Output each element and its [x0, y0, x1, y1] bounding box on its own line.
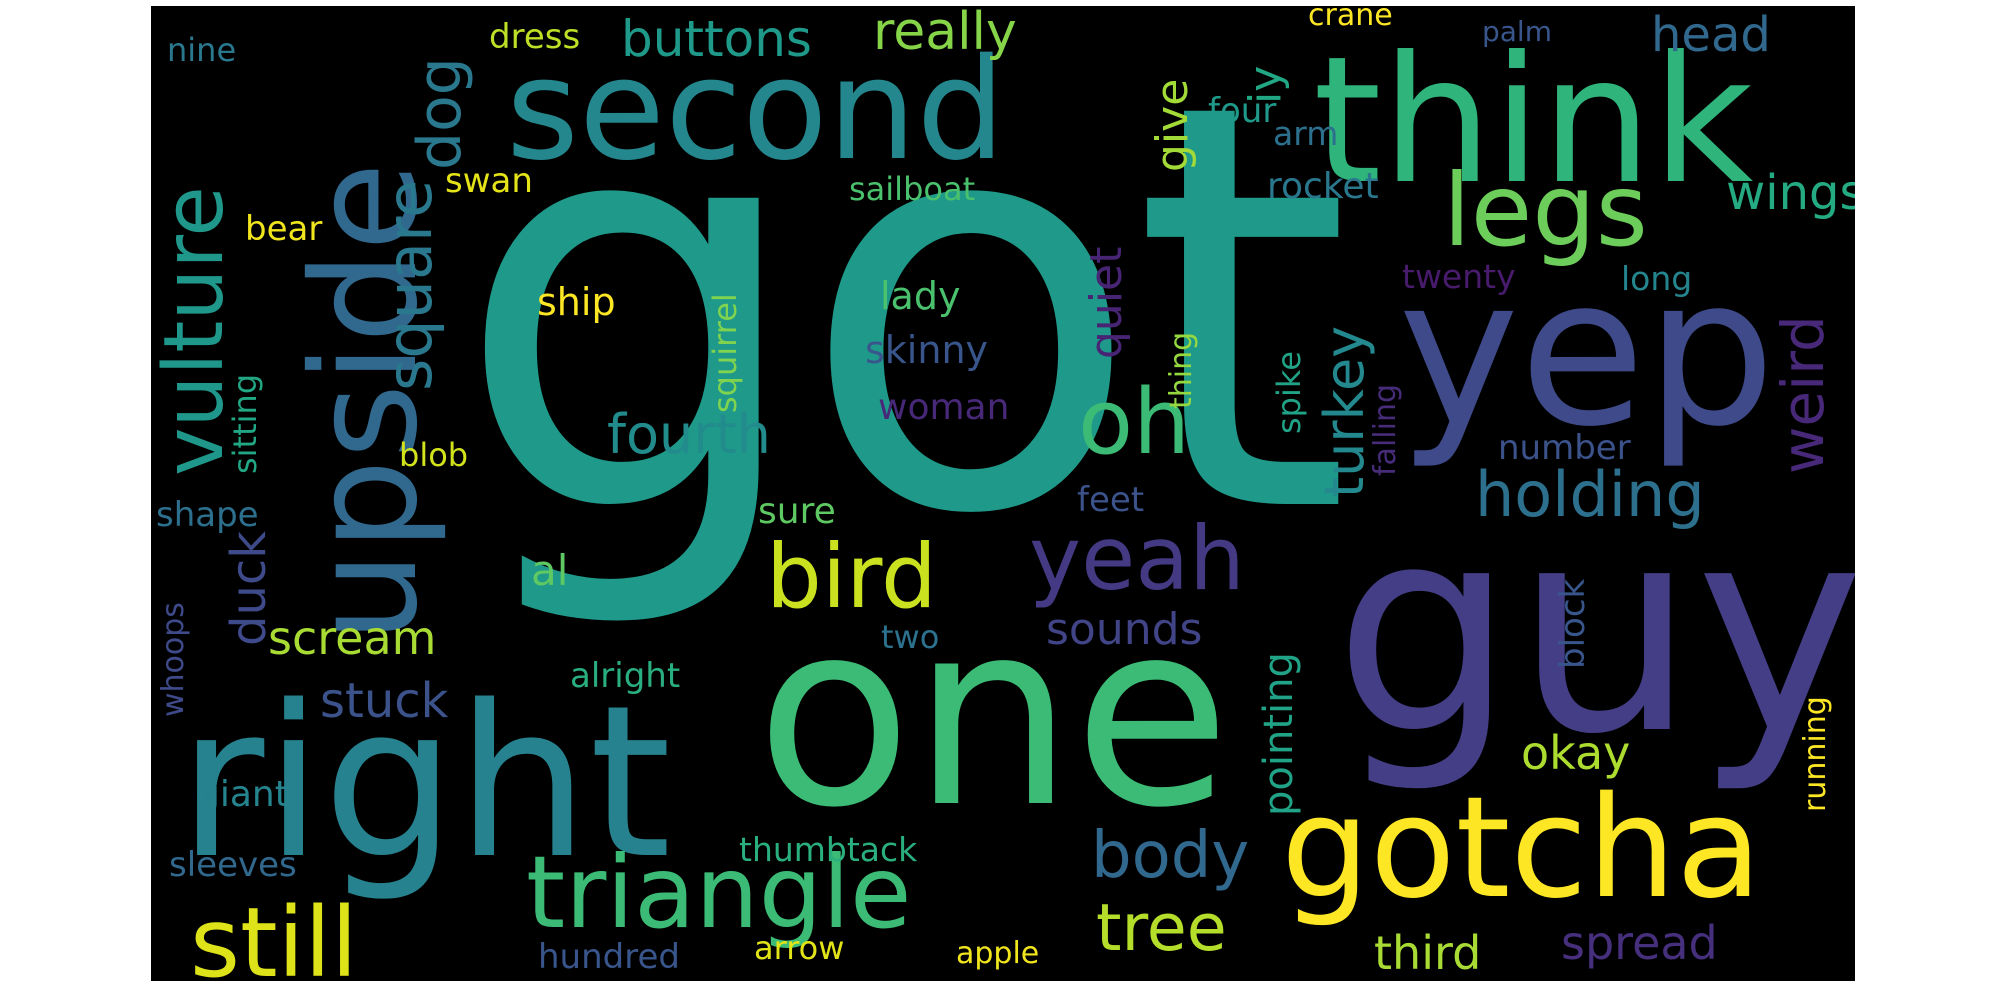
word-rocket: rocket	[1267, 166, 1379, 207]
word-al: al	[531, 546, 569, 595]
word-gotcha: gotcha	[1281, 767, 1762, 930]
word-blob: blob	[399, 436, 469, 474]
word-triangle: triangle	[526, 834, 912, 951]
word-legs: legs	[1443, 152, 1648, 269]
word-turkey: turkey	[1313, 325, 1376, 498]
word-holding: holding	[1475, 458, 1705, 531]
word-yeah: yeah	[1029, 507, 1245, 610]
word-giant: giant	[197, 774, 289, 815]
word-got: got	[454, 6, 1352, 637]
word-weird: weird	[1769, 315, 1837, 474]
word-swan: swan	[445, 161, 533, 201]
word-palm: palm	[1482, 15, 1552, 48]
word-squirrel: squirrel	[706, 293, 744, 413]
word-arrow: arrow	[754, 929, 845, 967]
word-spread: spread	[1561, 916, 1718, 970]
word-quiet: quiet	[1081, 246, 1132, 359]
word-sitting: sitting	[226, 373, 264, 474]
word-third: third	[1374, 926, 1482, 980]
word-scream: scream	[268, 611, 437, 665]
word-wings: wings	[1726, 165, 1855, 221]
word-one: one	[756, 567, 1231, 864]
word-give: give	[1147, 78, 1198, 172]
word-pointing: pointing	[1256, 652, 1302, 816]
word-vulture: vulture	[151, 186, 242, 476]
word-second: second	[506, 29, 1006, 192]
word-whoops: whoops	[156, 602, 191, 717]
word-dress: dress	[489, 17, 581, 57]
word-four: four	[1208, 91, 1277, 131]
word-block: block	[1553, 578, 1593, 669]
word-really: really	[873, 6, 1017, 62]
word-hundred: hundred	[538, 937, 680, 977]
word-falling: falling	[1368, 383, 1403, 476]
word-oh: oh	[1078, 370, 1191, 475]
word-duck: duck	[221, 530, 277, 646]
word-okay: okay	[1521, 726, 1631, 780]
word-yep: yep	[1398, 234, 1776, 472]
word-stuck: stuck	[320, 673, 449, 729]
word-arm: arm	[1273, 114, 1339, 153]
word-thumbtack: thumbtack	[739, 830, 918, 869]
word-lady: lady	[880, 274, 961, 318]
word-woman: woman	[878, 387, 1010, 428]
word-still: still	[190, 887, 358, 981]
word-body: body	[1091, 819, 1250, 893]
word-bird: bird	[766, 525, 937, 628]
word-ship: ship	[537, 280, 616, 324]
word-right: right	[178, 660, 672, 905]
word-twenty: twenty	[1402, 257, 1516, 296]
word-tree: tree	[1096, 891, 1227, 966]
word-sure: sure	[758, 491, 836, 532]
word-sounds: sounds	[1046, 604, 1203, 655]
word-sailboat: sailboat	[849, 170, 976, 208]
word-alright: alright	[570, 656, 681, 696]
word-shape: shape	[156, 495, 259, 535]
word-guy: guy	[1334, 465, 1855, 797]
word-bear: bear	[245, 209, 323, 249]
word-fourth: fourth	[607, 403, 771, 466]
word-buttons: buttons	[621, 10, 812, 68]
word-nine: nine	[167, 31, 237, 69]
word-head: head	[1651, 7, 1771, 63]
word-iy: iy	[1240, 65, 1291, 104]
word-sleeves: sleeves	[169, 845, 297, 885]
word-cloud: got one guy right think yep second upsid…	[151, 6, 1855, 981]
word-crane: crane	[1308, 6, 1393, 33]
word-thing: thing	[1164, 331, 1199, 409]
word-number: number	[1498, 428, 1631, 468]
word-running: running	[1798, 696, 1833, 812]
word-two: two	[881, 618, 940, 656]
word-skinny: skinny	[865, 328, 989, 372]
word-think: think	[1313, 20, 1754, 223]
word-apple: apple	[956, 936, 1040, 971]
word-square: square	[373, 179, 446, 391]
word-long: long	[1621, 259, 1693, 298]
word-spike: spike	[1270, 351, 1308, 434]
word-dog: dog	[405, 57, 475, 170]
word-feet: feet	[1077, 480, 1145, 520]
